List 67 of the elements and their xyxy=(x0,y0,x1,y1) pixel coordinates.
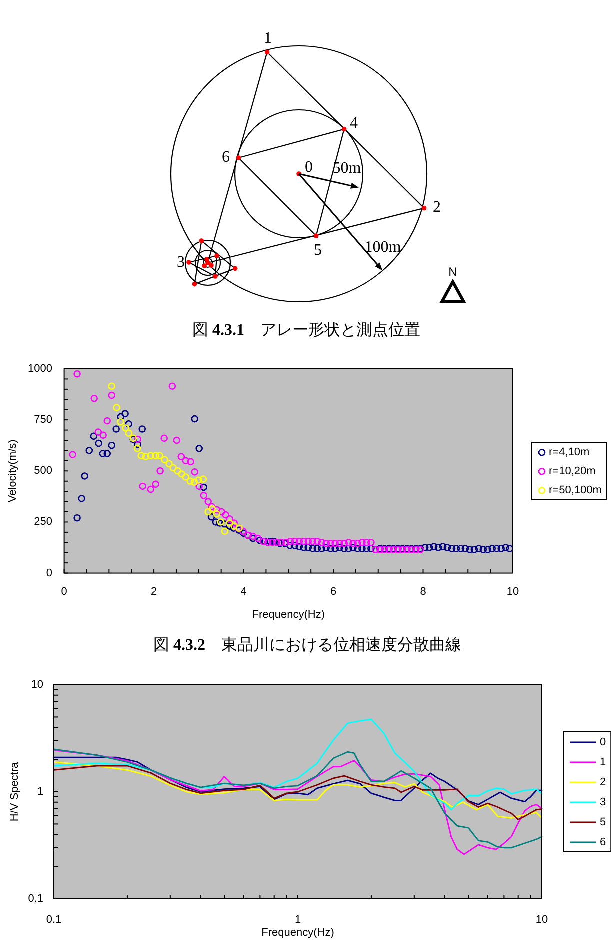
point xyxy=(186,478,194,486)
point xyxy=(108,382,116,390)
x-tick-label: 4 xyxy=(240,586,247,598)
x-axis-title: Frequency(Hz) xyxy=(252,609,326,621)
point xyxy=(161,456,168,464)
text: 図 4.3.2 東品川における位相速度分散曲線 xyxy=(154,636,462,654)
point xyxy=(122,424,130,432)
point xyxy=(182,474,190,481)
point xyxy=(174,468,182,475)
legend-label: r=4,10m xyxy=(549,446,590,459)
point xyxy=(190,478,198,486)
x-tick-label: 1 xyxy=(294,914,302,926)
point xyxy=(204,508,212,516)
legend-label: 5 xyxy=(600,816,606,828)
point xyxy=(213,510,221,518)
point xyxy=(166,460,173,468)
legend-label: 0 xyxy=(600,736,606,748)
legend-label: 2 xyxy=(600,776,606,788)
legend-label: 1 xyxy=(600,756,606,768)
y-tick-label: 250 xyxy=(34,516,52,528)
x-tick-label: 0 xyxy=(61,586,68,598)
point xyxy=(178,470,186,478)
point xyxy=(221,528,229,536)
x-axis-title: Frequency(Hz) xyxy=(262,927,334,939)
x-tick-label: 0.1 xyxy=(46,914,62,926)
point xyxy=(156,452,164,460)
text: 3 xyxy=(177,254,185,270)
x-tick-label: 2 xyxy=(150,586,158,598)
text: N xyxy=(448,265,458,279)
point xyxy=(200,476,208,483)
legend-label: 6 xyxy=(600,836,606,848)
x-tick-label: 8 xyxy=(420,586,426,598)
point xyxy=(195,476,203,484)
legend-label: r=50,100m xyxy=(549,484,602,497)
y-tick-label: 750 xyxy=(34,414,52,426)
text: 5 xyxy=(314,242,322,258)
x-tick-label: 10 xyxy=(506,586,520,598)
point xyxy=(152,452,160,460)
y-axis-title: H/V Spectra xyxy=(9,761,21,822)
y-tick-label: 1000 xyxy=(28,363,52,375)
text: 100m xyxy=(364,238,402,256)
legend-label: r=10,20m xyxy=(549,466,596,478)
x-tick-label: 6 xyxy=(330,586,337,598)
y-axis-title: Velocity(m/s) xyxy=(7,440,19,503)
text: 2 xyxy=(433,198,441,216)
point xyxy=(170,464,177,472)
text: 0 xyxy=(305,158,313,176)
text: 1 xyxy=(264,30,272,46)
point xyxy=(134,445,142,452)
y-tick-label: 1 xyxy=(37,786,44,798)
point xyxy=(117,418,124,426)
legend-label: 3 xyxy=(600,796,606,808)
text: 図 4.3.1 アレー形状と測点位置 xyxy=(192,320,420,338)
y-tick-label: 0.1 xyxy=(28,893,44,905)
point xyxy=(113,404,120,412)
point xyxy=(125,430,133,438)
y-tick-label: 10 xyxy=(31,679,44,691)
text: 4 xyxy=(350,114,358,132)
x-tick-label: 10 xyxy=(536,914,548,926)
text: 6 xyxy=(222,148,230,166)
point xyxy=(142,453,150,460)
point xyxy=(147,452,155,460)
y-tick-label: 0 xyxy=(46,567,52,580)
point xyxy=(138,452,146,460)
y-tick-label: 500 xyxy=(34,465,52,478)
point xyxy=(226,520,234,527)
text: 50m xyxy=(332,160,362,176)
